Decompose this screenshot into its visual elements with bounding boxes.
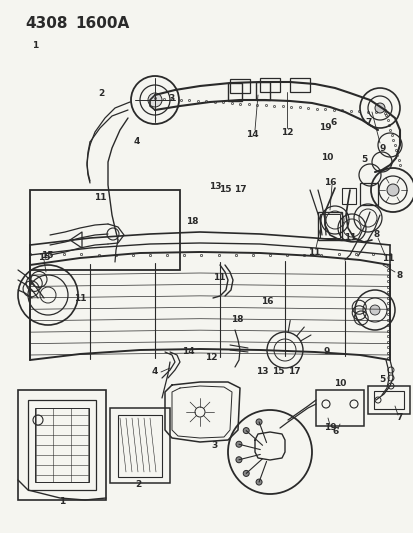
Text: 17: 17 xyxy=(287,367,299,376)
Bar xyxy=(28,400,96,490)
Bar xyxy=(228,83,242,101)
Bar xyxy=(367,386,409,414)
Text: 5: 5 xyxy=(378,376,384,384)
Text: 8: 8 xyxy=(373,230,379,239)
Text: 15: 15 xyxy=(271,367,284,376)
Bar xyxy=(118,415,161,477)
Text: 11: 11 xyxy=(343,233,355,241)
Text: 4: 4 xyxy=(152,367,158,376)
Text: 4308: 4308 xyxy=(25,16,67,31)
Text: 18: 18 xyxy=(186,217,198,225)
Circle shape xyxy=(147,93,161,107)
Circle shape xyxy=(374,103,384,113)
Circle shape xyxy=(255,479,261,485)
Text: 10: 10 xyxy=(320,153,332,161)
Text: 11: 11 xyxy=(213,273,225,281)
Text: 13: 13 xyxy=(255,367,268,376)
Bar xyxy=(315,390,363,426)
Text: 9: 9 xyxy=(379,143,385,152)
Text: 19: 19 xyxy=(323,424,335,432)
Text: 14: 14 xyxy=(245,130,258,139)
Bar xyxy=(359,183,377,205)
Text: 16: 16 xyxy=(323,177,335,187)
Bar xyxy=(230,79,249,93)
Text: 15: 15 xyxy=(41,252,54,260)
Bar xyxy=(18,390,106,500)
Text: 15: 15 xyxy=(38,253,50,262)
Circle shape xyxy=(235,457,241,463)
Text: 11: 11 xyxy=(381,254,393,262)
Text: 1600A: 1600A xyxy=(75,16,129,31)
Text: 6: 6 xyxy=(332,427,338,437)
Text: 6: 6 xyxy=(329,118,336,127)
Bar xyxy=(319,214,339,238)
Circle shape xyxy=(386,184,398,196)
Bar xyxy=(317,212,341,240)
Text: 11: 11 xyxy=(307,247,320,256)
Text: 12: 12 xyxy=(280,127,292,136)
Text: 19: 19 xyxy=(318,124,330,132)
Bar xyxy=(30,190,180,270)
Text: 1: 1 xyxy=(59,497,65,506)
Text: 7: 7 xyxy=(364,118,371,127)
Text: 10: 10 xyxy=(333,378,345,387)
Circle shape xyxy=(242,471,249,477)
Text: 2: 2 xyxy=(98,89,104,98)
Circle shape xyxy=(369,305,379,315)
Text: 5: 5 xyxy=(360,156,367,164)
Text: 14: 14 xyxy=(182,348,194,356)
Text: 11: 11 xyxy=(74,294,87,303)
Text: 16: 16 xyxy=(260,297,273,305)
Text: 1: 1 xyxy=(32,41,38,50)
Bar xyxy=(373,391,403,409)
Bar xyxy=(110,408,170,483)
Text: 15: 15 xyxy=(219,185,231,193)
Text: 13: 13 xyxy=(209,182,221,191)
Text: 12: 12 xyxy=(204,353,217,361)
Bar xyxy=(255,82,269,100)
Circle shape xyxy=(255,419,261,425)
Circle shape xyxy=(242,427,249,433)
Text: 8: 8 xyxy=(396,271,402,279)
Text: 4: 4 xyxy=(133,137,140,146)
Text: 3: 3 xyxy=(168,94,175,103)
Circle shape xyxy=(235,441,241,447)
Text: 11: 11 xyxy=(93,192,106,201)
Text: 3: 3 xyxy=(211,440,218,449)
Text: 2: 2 xyxy=(135,481,141,489)
Bar xyxy=(341,188,355,204)
Text: 9: 9 xyxy=(323,348,330,356)
Text: 7: 7 xyxy=(396,414,402,423)
Bar xyxy=(259,78,279,92)
Bar xyxy=(289,78,309,92)
Bar xyxy=(35,408,89,482)
Text: 18: 18 xyxy=(230,316,243,325)
Text: 17: 17 xyxy=(233,185,246,193)
